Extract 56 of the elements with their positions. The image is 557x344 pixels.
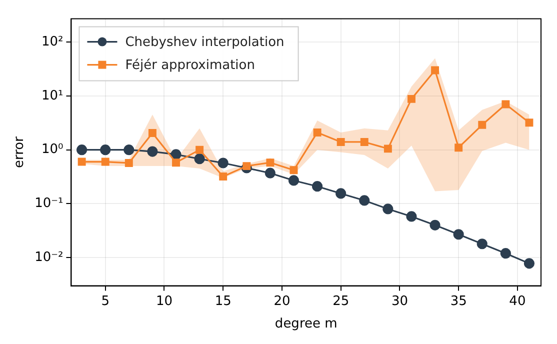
point (266, 158, 274, 167)
x-tick-label: 40 (509, 294, 526, 309)
point (478, 120, 486, 129)
point (101, 158, 110, 166)
point (359, 195, 370, 206)
point (406, 211, 417, 222)
point (384, 144, 392, 153)
y-tick-label: 10² (41, 34, 64, 50)
x-tick-label: 15 (214, 294, 232, 309)
point (454, 144, 463, 152)
point (431, 66, 440, 74)
point (453, 229, 464, 240)
x-tick-label: 35 (450, 294, 467, 309)
y-tick-label: 10¹ (41, 88, 64, 104)
x-tick-label: 10 (156, 294, 173, 309)
point (219, 172, 228, 180)
y-tick-label: 10⁰ (41, 142, 64, 158)
point (360, 138, 368, 146)
point (124, 159, 133, 167)
point (148, 129, 156, 138)
x-tick-label: 30 (391, 294, 408, 309)
point (336, 188, 346, 199)
point (476, 238, 488, 250)
point (78, 158, 86, 166)
point (76, 144, 88, 156)
point (502, 100, 510, 108)
point (196, 146, 204, 154)
point (312, 181, 323, 192)
point (264, 168, 276, 178)
point (430, 220, 440, 230)
point (408, 94, 416, 103)
x-tick-label: 5 (101, 294, 110, 309)
point (170, 149, 182, 160)
point (172, 158, 180, 167)
y-axis-title: error (12, 136, 28, 168)
point (524, 258, 535, 269)
point (242, 162, 251, 170)
point (218, 158, 228, 168)
y-tick-label: 10⁻² (34, 250, 64, 265)
x-axis-title: degree m (274, 316, 338, 332)
point (290, 166, 298, 174)
x-tick-label: 20 (274, 294, 290, 309)
x-tick-label: 25 (332, 294, 350, 309)
point (100, 144, 111, 156)
point (336, 138, 345, 146)
point (382, 204, 394, 214)
point (288, 175, 300, 186)
legend-label: Féjér approximation (125, 58, 255, 74)
point (525, 118, 534, 127)
point (500, 248, 511, 259)
point (313, 128, 322, 136)
y-tick-label: 10⁻¹ (34, 196, 64, 212)
point (194, 154, 205, 164)
point (147, 146, 158, 157)
legend-label: Chebyshev interpolation (125, 35, 284, 50)
point (124, 144, 134, 156)
